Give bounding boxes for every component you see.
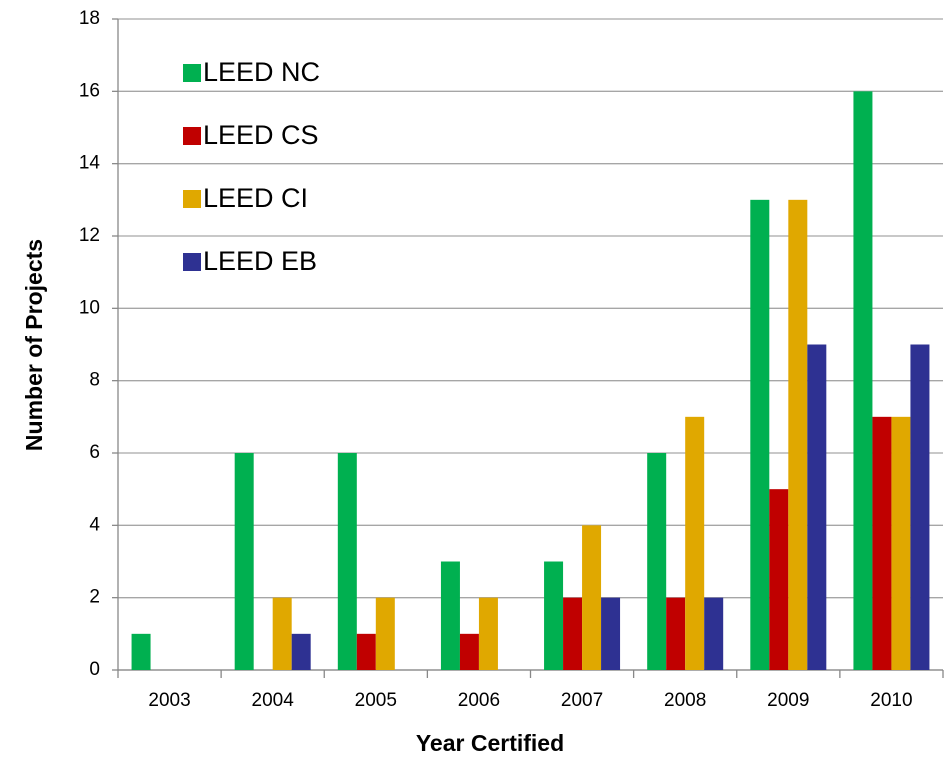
bar [704, 597, 724, 670]
bar [769, 489, 789, 670]
bar [853, 91, 873, 671]
bar [563, 597, 583, 670]
bar [910, 344, 930, 670]
y-tick-label: 2 [89, 587, 100, 608]
bar [891, 416, 911, 670]
x-tick-label: 2006 [458, 690, 500, 711]
bar [788, 199, 808, 671]
y-tick-label: 10 [79, 297, 100, 318]
bar [647, 453, 667, 670]
x-tick-label: 2008 [664, 690, 706, 711]
legend-swatch [183, 253, 201, 271]
y-tick-label: 6 [89, 442, 100, 463]
bar [685, 416, 705, 670]
bar [666, 597, 686, 670]
bar [272, 597, 292, 670]
bar [234, 453, 254, 670]
y-tick-label: 4 [89, 514, 100, 535]
bar [478, 597, 498, 670]
bar [356, 633, 376, 670]
bar [872, 416, 892, 670]
legend-label: LEED CS [203, 120, 319, 150]
y-tick-label: 0 [89, 659, 100, 680]
bar [582, 525, 602, 670]
legend-label: LEED NC [203, 57, 320, 87]
legend-label: LEED CI [203, 183, 308, 213]
legend-swatch [183, 64, 201, 82]
bar [131, 633, 151, 670]
y-axis-title: Number of Projects [21, 239, 47, 451]
x-axis-title: Year Certified [416, 730, 564, 756]
bar [750, 199, 770, 671]
x-tick-label: 2004 [252, 690, 295, 711]
bar [375, 597, 395, 670]
bar [440, 561, 460, 670]
legend-swatch [183, 127, 201, 145]
x-tick-label: 2007 [561, 690, 603, 711]
bar [459, 633, 479, 670]
x-tick-label: 2005 [355, 690, 397, 711]
x-tick-label: 2003 [148, 690, 190, 711]
bar [337, 453, 357, 670]
y-tick-label: 18 [79, 8, 100, 29]
y-tick-label: 14 [79, 153, 101, 174]
y-tick-label: 16 [79, 80, 100, 101]
y-tick-label: 8 [89, 370, 100, 391]
y-tick-label: 12 [79, 225, 100, 246]
legend-label: LEED EB [203, 246, 317, 276]
bar [291, 633, 311, 670]
x-tick-label: 2010 [870, 690, 912, 711]
bar [544, 561, 564, 670]
bar [807, 344, 827, 670]
bar [601, 597, 621, 670]
x-tick-label: 2009 [767, 690, 809, 711]
legend-swatch [183, 190, 201, 208]
